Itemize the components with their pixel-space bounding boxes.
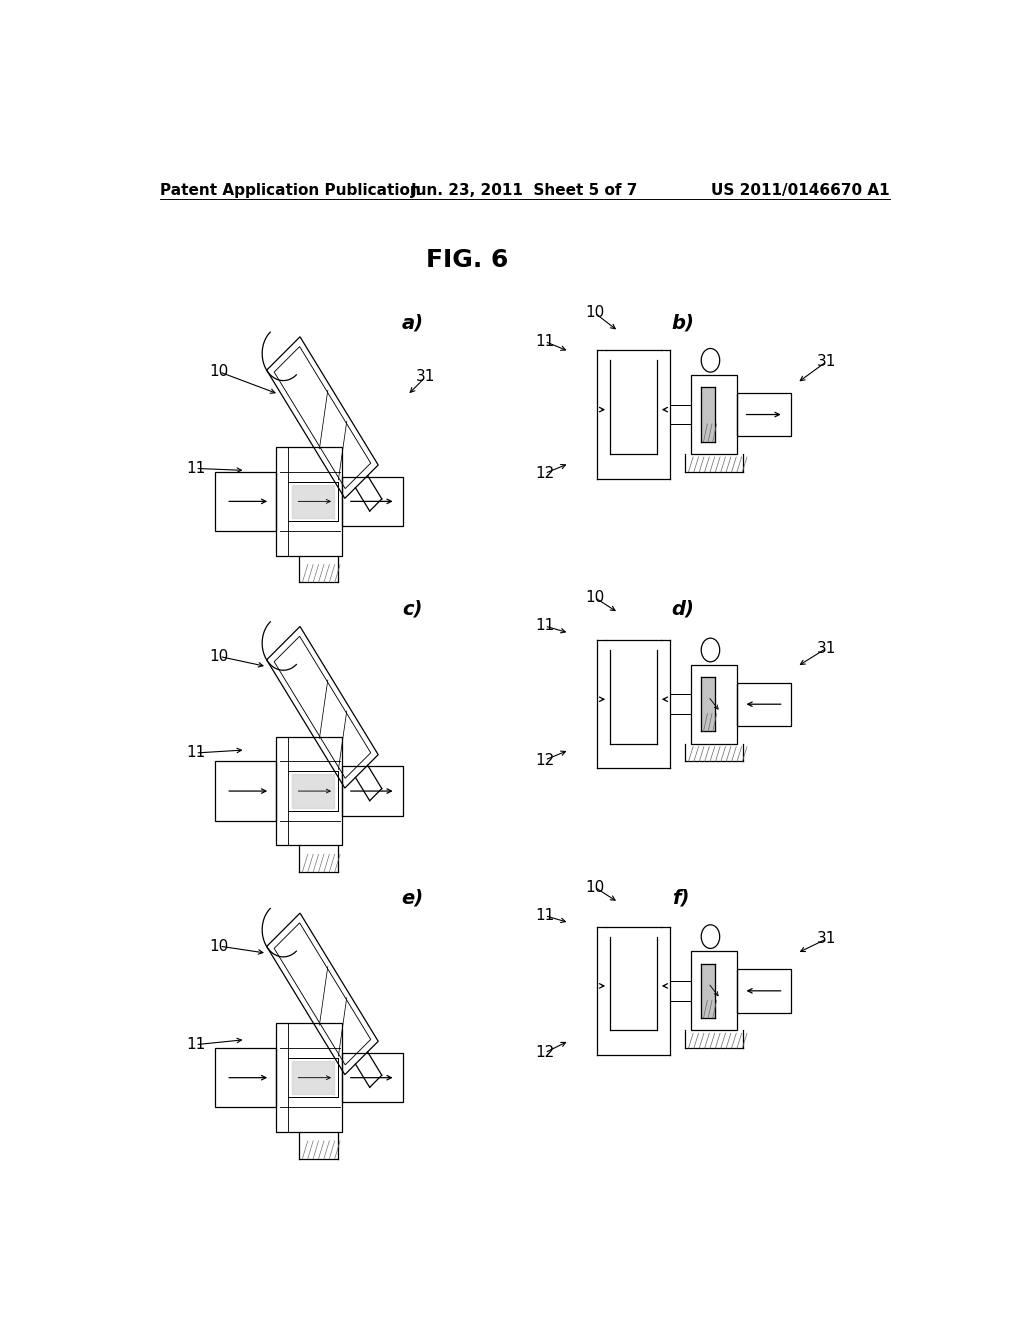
Text: 10: 10	[585, 879, 604, 895]
Text: 10: 10	[210, 649, 229, 664]
Text: 11: 11	[185, 746, 205, 760]
Text: 11: 11	[535, 619, 554, 634]
Text: 11: 11	[185, 461, 205, 477]
Text: 31: 31	[817, 932, 836, 946]
Text: d): d)	[672, 599, 694, 618]
Text: 10: 10	[585, 590, 604, 605]
Text: b): b)	[672, 314, 694, 333]
Text: 11: 11	[185, 1038, 205, 1052]
Text: 10: 10	[210, 939, 229, 953]
Text: f): f)	[672, 888, 689, 908]
Text: Patent Application Publication: Patent Application Publication	[160, 183, 421, 198]
Text: 12: 12	[535, 1045, 554, 1060]
Text: FIG. 6: FIG. 6	[426, 248, 508, 272]
Text: c): c)	[401, 599, 422, 618]
Text: 31: 31	[817, 640, 836, 656]
Text: Jun. 23, 2011  Sheet 5 of 7: Jun. 23, 2011 Sheet 5 of 7	[411, 183, 639, 198]
Text: 11: 11	[535, 334, 554, 348]
Text: 12: 12	[535, 466, 554, 480]
Text: 12: 12	[535, 752, 554, 768]
Text: 11: 11	[535, 908, 554, 923]
Text: a): a)	[401, 314, 424, 333]
Text: US 2011/0146670 A1: US 2011/0146670 A1	[712, 183, 890, 198]
Text: 10: 10	[585, 305, 604, 321]
Text: 31: 31	[817, 354, 836, 370]
Text: 31: 31	[416, 370, 435, 384]
Text: 10: 10	[210, 364, 229, 379]
Text: e): e)	[401, 888, 424, 908]
